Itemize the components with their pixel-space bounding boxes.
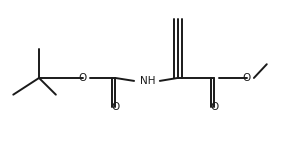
Text: O: O xyxy=(210,102,218,112)
Text: O: O xyxy=(243,73,251,83)
Text: O: O xyxy=(78,73,87,83)
Text: NH: NH xyxy=(140,76,156,86)
Text: O: O xyxy=(111,102,119,112)
